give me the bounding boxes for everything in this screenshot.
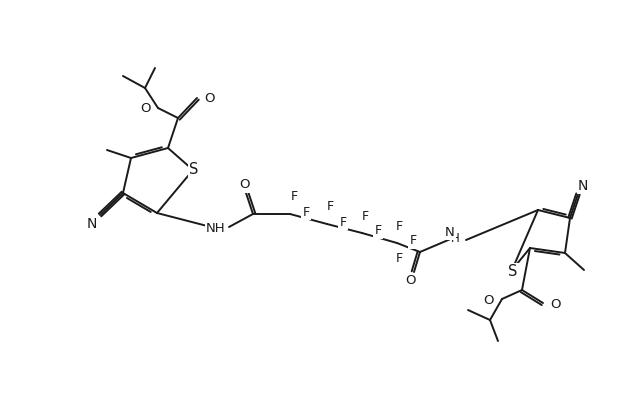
Text: O: O (406, 274, 416, 287)
Text: F: F (395, 252, 403, 266)
Text: S: S (189, 162, 199, 177)
Text: O: O (484, 295, 494, 308)
Text: F: F (395, 220, 403, 233)
Text: O: O (550, 297, 561, 310)
Text: F: F (361, 210, 368, 222)
Text: N: N (578, 179, 588, 193)
Text: F: F (302, 206, 309, 218)
Text: O: O (141, 102, 151, 116)
Text: S: S (509, 264, 518, 279)
Text: N: N (87, 217, 97, 231)
Text: O: O (204, 93, 215, 106)
Text: F: F (410, 235, 417, 247)
Text: F: F (374, 224, 381, 237)
Text: F: F (327, 200, 334, 214)
Text: F: F (291, 189, 298, 202)
Text: F: F (340, 216, 347, 229)
Text: NH: NH (206, 222, 226, 235)
Text: O: O (239, 179, 249, 191)
Text: H: H (451, 231, 459, 245)
Text: N: N (445, 225, 455, 239)
